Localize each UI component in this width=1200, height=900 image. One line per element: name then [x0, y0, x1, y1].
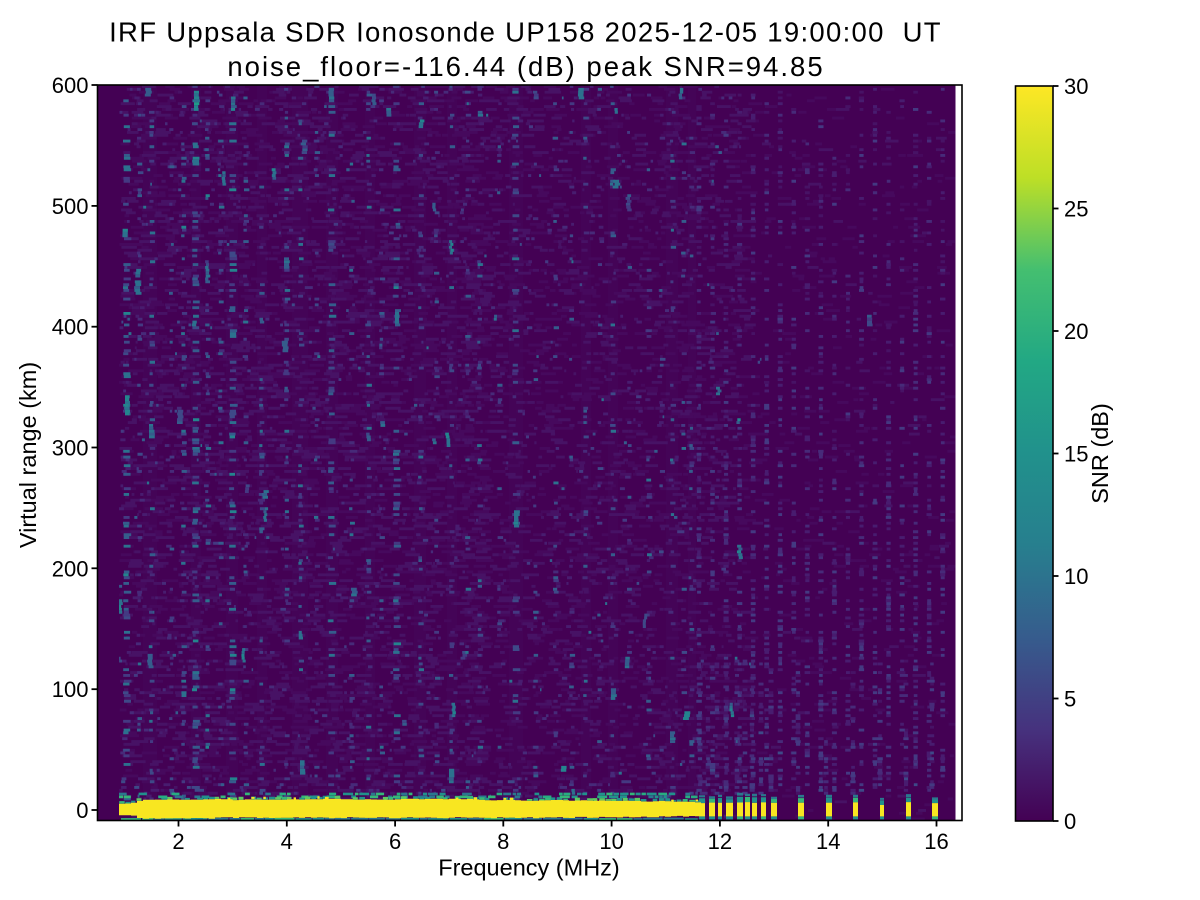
svg-text:Virtual range (km): Virtual range (km)	[15, 362, 41, 548]
svg-text:14: 14	[816, 829, 840, 854]
svg-text:4: 4	[281, 829, 293, 854]
svg-text:16: 16	[924, 829, 948, 854]
svg-text:10: 10	[1064, 564, 1088, 589]
svg-text:10: 10	[599, 829, 623, 854]
svg-text:8: 8	[497, 829, 509, 854]
svg-text:30: 30	[1064, 74, 1088, 99]
svg-text:300: 300	[52, 436, 89, 461]
svg-text:0: 0	[76, 798, 88, 823]
svg-text:20: 20	[1064, 319, 1088, 344]
svg-text:0: 0	[1064, 809, 1076, 834]
svg-text:SNR (dB): SNR (dB)	[1087, 403, 1113, 504]
svg-text:noise_floor=-116.44 (dB) peak: noise_floor=-116.44 (dB) peak SNR=94.85	[227, 51, 824, 82]
svg-text:200: 200	[52, 556, 89, 581]
svg-text:100: 100	[52, 677, 89, 702]
svg-text:600: 600	[52, 73, 89, 98]
svg-text:5: 5	[1064, 687, 1076, 712]
svg-text:25: 25	[1064, 197, 1088, 222]
svg-text:400: 400	[52, 315, 89, 340]
svg-text:IRF Uppsala SDR Ionosonde UP15: IRF Uppsala SDR Ionosonde UP158 2025-12-…	[109, 17, 942, 48]
svg-text:15: 15	[1064, 442, 1088, 467]
svg-text:2: 2	[172, 829, 184, 854]
svg-text:500: 500	[52, 194, 89, 219]
svg-text:6: 6	[389, 829, 401, 854]
svg-text:12: 12	[708, 829, 732, 854]
svg-text:Frequency (MHz): Frequency (MHz)	[438, 855, 620, 881]
